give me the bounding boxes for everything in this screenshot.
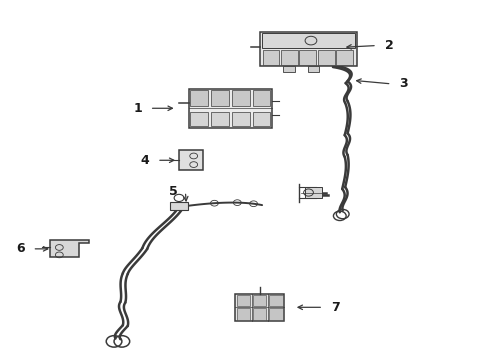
FancyBboxPatch shape — [318, 50, 335, 65]
FancyBboxPatch shape — [232, 112, 249, 126]
Text: 2: 2 — [385, 39, 393, 52]
FancyBboxPatch shape — [190, 112, 208, 126]
FancyBboxPatch shape — [252, 90, 270, 107]
FancyBboxPatch shape — [189, 89, 272, 128]
FancyBboxPatch shape — [270, 295, 283, 306]
FancyBboxPatch shape — [260, 32, 357, 66]
Text: 4: 4 — [141, 154, 149, 167]
FancyBboxPatch shape — [262, 33, 355, 48]
FancyBboxPatch shape — [253, 295, 267, 306]
FancyBboxPatch shape — [299, 50, 316, 65]
Polygon shape — [49, 240, 89, 257]
FancyBboxPatch shape — [305, 187, 322, 198]
FancyBboxPatch shape — [336, 50, 353, 65]
FancyBboxPatch shape — [179, 150, 203, 170]
Text: 6: 6 — [16, 242, 24, 255]
FancyBboxPatch shape — [308, 66, 319, 72]
FancyBboxPatch shape — [237, 295, 250, 306]
FancyBboxPatch shape — [270, 309, 283, 320]
FancyBboxPatch shape — [211, 112, 229, 126]
FancyBboxPatch shape — [263, 50, 279, 65]
Text: 1: 1 — [133, 102, 142, 115]
FancyBboxPatch shape — [237, 309, 250, 320]
FancyBboxPatch shape — [235, 294, 284, 321]
Text: 7: 7 — [331, 301, 340, 314]
FancyBboxPatch shape — [211, 90, 229, 107]
FancyBboxPatch shape — [232, 90, 249, 107]
FancyBboxPatch shape — [252, 112, 270, 126]
FancyBboxPatch shape — [253, 309, 267, 320]
Text: 5: 5 — [169, 185, 177, 198]
FancyBboxPatch shape — [281, 50, 298, 65]
FancyBboxPatch shape — [283, 66, 295, 72]
Text: 3: 3 — [399, 77, 408, 90]
FancyBboxPatch shape — [190, 90, 208, 107]
FancyBboxPatch shape — [170, 202, 188, 210]
